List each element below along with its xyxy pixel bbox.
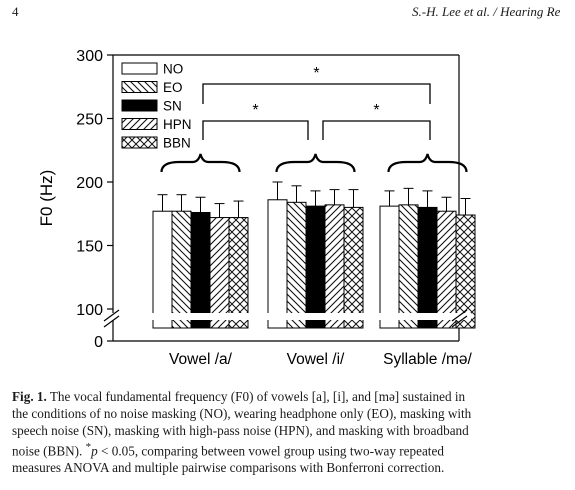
y-tick-label: 300: [76, 48, 103, 65]
caption-label: Fig. 1.: [12, 389, 47, 404]
legend-label-hpn: HPN: [163, 117, 192, 132]
bar-sn: [190, 211, 211, 329]
plot-area: 300 250 200 150 100 0 Vowel /a/Vowel /i/Syllab…: [76, 48, 476, 368]
bar-eo: [398, 204, 419, 329]
caption-line-1: The vocal fundamental frequency (F0) of …: [46, 389, 466, 404]
y-tick-label-zero: 0: [94, 334, 103, 351]
bar-sn: [305, 205, 326, 329]
bar-eo: [286, 201, 307, 329]
legend-label-sn: SN: [163, 99, 182, 114]
x-category-label: Vowel /i/: [287, 351, 345, 368]
legend-label-no: NO: [163, 62, 183, 77]
caption-line-3: speech noise (SN), masking with high-pas…: [12, 423, 469, 438]
legend-swatch-sn: [121, 99, 158, 112]
axis-break-gap: [101, 313, 471, 320]
bar-no: [379, 205, 400, 329]
significance-bracket: [322, 120, 431, 140]
significance-star: *: [313, 65, 319, 82]
bar-eo: [171, 210, 192, 329]
caption-line-2: the conditions of no noise masking (NO),…: [12, 406, 472, 421]
bar-sn: [417, 206, 438, 329]
figure-bar-chart: 300 250 200 150 100 0 Vowel /a/Vowel /i/Syllab…: [37, 48, 476, 368]
bar-hpn: [436, 210, 457, 329]
y-tick-label: 250: [76, 112, 103, 129]
significance-bracket: [202, 83, 431, 104]
significance-star: *: [252, 102, 258, 119]
y-tick-label: 200: [76, 175, 103, 192]
x-category-label: Vowel /a/: [169, 351, 233, 368]
y-axis-label: F0 (Hz): [37, 170, 56, 227]
legend-label-eo: EO: [163, 80, 183, 95]
legend-label-bbn: BBN: [163, 136, 191, 151]
legend-swatch-hpn: [121, 118, 158, 130]
group-brace: [160, 153, 241, 173]
group-brace: [275, 153, 356, 173]
x-category-label: Syllable /mə/: [383, 351, 472, 368]
caption-p-symbol: p: [91, 443, 98, 459]
y-tick-label: 150: [76, 239, 103, 256]
bar-no: [267, 199, 288, 329]
axis-break-mark-right-b: [451, 315, 468, 328]
significance-bracket: [202, 120, 309, 140]
running-head: S.-H. Lee et al. / Hearing Re: [412, 4, 561, 19]
axis-break-mark-right-a: [451, 309, 468, 322]
axis-break-mark-left-a: [103, 309, 120, 322]
y-tick-label: 100: [76, 302, 103, 319]
page-header: 4 S.-H. Lee et al. / Hearing Re: [12, 4, 575, 22]
legend-swatch-bbn: [121, 136, 158, 149]
axis-break-mark-left-b: [103, 315, 120, 328]
significance-star: *: [373, 102, 379, 119]
legend-swatch-eo: [121, 81, 158, 93]
bar-hpn: [324, 204, 345, 329]
legend-swatch-no: [121, 62, 158, 75]
bar-bbn: [228, 217, 249, 329]
group-brace: [387, 153, 468, 173]
bar-hpn: [209, 217, 230, 329]
page-number: 4: [12, 4, 19, 19]
figure-caption: Fig. 1. The vocal fundamental frequency …: [12, 388, 564, 476]
bar-bbn: [343, 206, 364, 329]
caption-line-4b: < 0.05, comparing between vowel group us…: [97, 443, 444, 459]
caption-line-4a: noise (BBN).: [12, 443, 86, 459]
caption-asterisk: *: [85, 441, 92, 453]
bar-no: [152, 210, 173, 329]
caption-line-5: measures ANOVA and multiple pairwise com…: [12, 460, 445, 476]
